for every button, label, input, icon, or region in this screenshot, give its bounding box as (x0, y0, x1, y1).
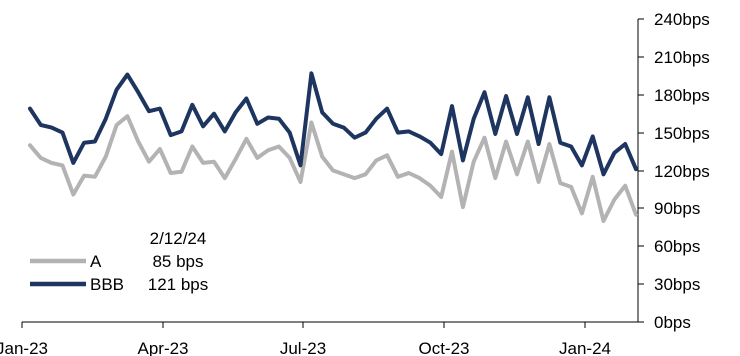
annotation-value-a: 85 bps (152, 252, 203, 271)
x-tick-label: Jul-23 (280, 339, 326, 356)
y-tick-label: 30bps (654, 275, 700, 294)
x-tick-label: Apr-23 (137, 339, 188, 356)
y-tick-label: 120bps (654, 162, 710, 181)
y-tick-label: 90bps (654, 199, 700, 218)
y-tick-label: 210bps (654, 48, 710, 67)
x-tick-label: Jan-23 (0, 339, 48, 356)
x-tick-label: Oct-23 (418, 339, 469, 356)
y-tick-label: 150bps (654, 124, 710, 143)
latest-value-annotation: 2/12/24 85 bps 121 bps (148, 229, 209, 294)
legend-label-a: A (90, 252, 102, 271)
y-tick-label: 60bps (654, 237, 700, 256)
series-line-bbb (28, 71, 638, 177)
y-tick-label: 180bps (654, 86, 710, 105)
series-layer (28, 71, 638, 223)
annotation-date: 2/12/24 (150, 229, 207, 248)
x-tick-label: Jan-24 (559, 339, 611, 356)
series-line-a (28, 114, 638, 223)
annotation-value-bbb: 121 bps (148, 275, 209, 294)
legend-label-bbb: BBB (90, 275, 124, 294)
x-axis: Jan-23 Apr-23 Jul-23 Oct-23 Jan-24 (0, 321, 638, 356)
y-tick-label: 240bps (654, 10, 710, 29)
y-tick-label: 0bps (654, 313, 691, 332)
legend: A BBB (30, 252, 124, 294)
y-axis: 0bps 30bps 60bps 90bps 120bps 150bps 180… (637, 10, 710, 332)
